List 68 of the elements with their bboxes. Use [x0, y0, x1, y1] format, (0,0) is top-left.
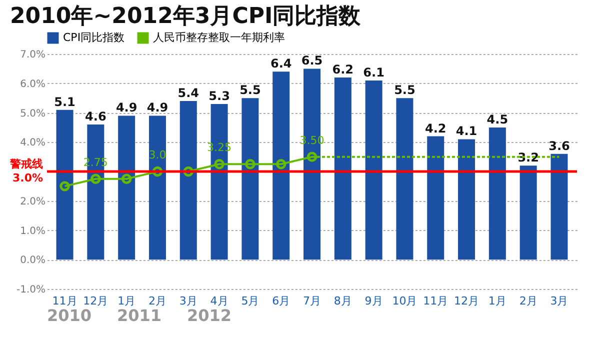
point	[214, 159, 224, 170]
point	[276, 159, 286, 170]
bar	[396, 98, 414, 260]
bar	[550, 154, 568, 260]
text: 2010	[47, 306, 92, 325]
data-label: 6.2	[332, 62, 354, 76]
data-label: 5.4	[178, 86, 200, 100]
bar	[458, 139, 476, 260]
bar	[180, 101, 197, 260]
bar	[427, 136, 444, 260]
bar	[520, 166, 537, 260]
x-tick-label: 2月	[519, 294, 538, 308]
y-tick-label: 2.0%	[20, 196, 46, 208]
data-label: 4.9	[116, 100, 138, 115]
x-tick-label: 8月	[334, 294, 352, 308]
x-tick-label: 9月	[364, 294, 383, 308]
bar	[118, 116, 136, 260]
bar	[334, 78, 352, 260]
legend-label: 人民币整存整取一年期利率	[153, 31, 285, 44]
x-tick-label: 6月	[272, 294, 290, 308]
x-tick-label: 12月	[454, 294, 480, 308]
point	[121, 174, 132, 184]
x-tick-label: 5月	[241, 294, 260, 308]
data-label: 4.9	[146, 100, 168, 115]
data-label: 3.6	[548, 138, 570, 153]
legend-label: CPI同比指数	[63, 31, 125, 44]
y-tick-label: 0.0%	[20, 255, 46, 266]
bar	[242, 98, 259, 260]
data-label: 4.2	[424, 121, 446, 136]
point	[245, 159, 256, 170]
y-tick-label: 7.0%	[20, 50, 46, 60]
x-tick-label: 4月	[210, 294, 228, 308]
data-label: 3.0	[148, 148, 166, 162]
data-label: 4.5	[486, 112, 508, 126]
y-tick-label: 5.0%	[20, 108, 46, 120]
x-tick-label: 12月	[83, 294, 108, 308]
bar	[272, 72, 290, 260]
x-tick-label: 11月	[423, 294, 448, 308]
text: 2012	[187, 306, 232, 325]
data-label: 6.1	[363, 65, 384, 80]
y-tick-label: 1.0%	[20, 226, 46, 237]
bar	[56, 110, 74, 260]
bar	[365, 80, 382, 260]
y-tick-label: 6.0%	[20, 78, 46, 90]
x-tick-label: 1月	[488, 294, 506, 308]
x-tick-label: 7月	[303, 294, 321, 308]
y-tick-label: -1.0%	[16, 284, 46, 296]
point	[90, 174, 101, 184]
data-label: 5.5	[240, 83, 261, 98]
ref-line-label: 警戒线 3.0%	[9, 158, 43, 184]
text: 2011	[117, 306, 162, 325]
chart-title: 2010年~2012年3月CPI同比指数	[10, 4, 362, 29]
data-label: 6.5	[301, 54, 323, 68]
x-tick-label: 3月	[179, 294, 198, 308]
data-label: 4.6	[85, 110, 106, 124]
data-label: 5.1	[54, 94, 76, 109]
data-label: 5.5	[394, 83, 416, 98]
data-label: 4.1	[456, 124, 478, 138]
x-tick-label: 2月	[148, 294, 166, 308]
data-label: 5.3	[208, 88, 230, 103]
data-label: 6.4	[270, 56, 292, 71]
x-tick-label: 11月	[52, 294, 78, 308]
x-tick-label: 1月	[118, 294, 136, 308]
x-tick-label: 10月	[392, 294, 418, 308]
bar	[148, 116, 166, 260]
y-tick-label: 4.0%	[20, 138, 46, 149]
x-tick-label: 3月	[550, 294, 568, 308]
bar	[488, 127, 506, 260]
